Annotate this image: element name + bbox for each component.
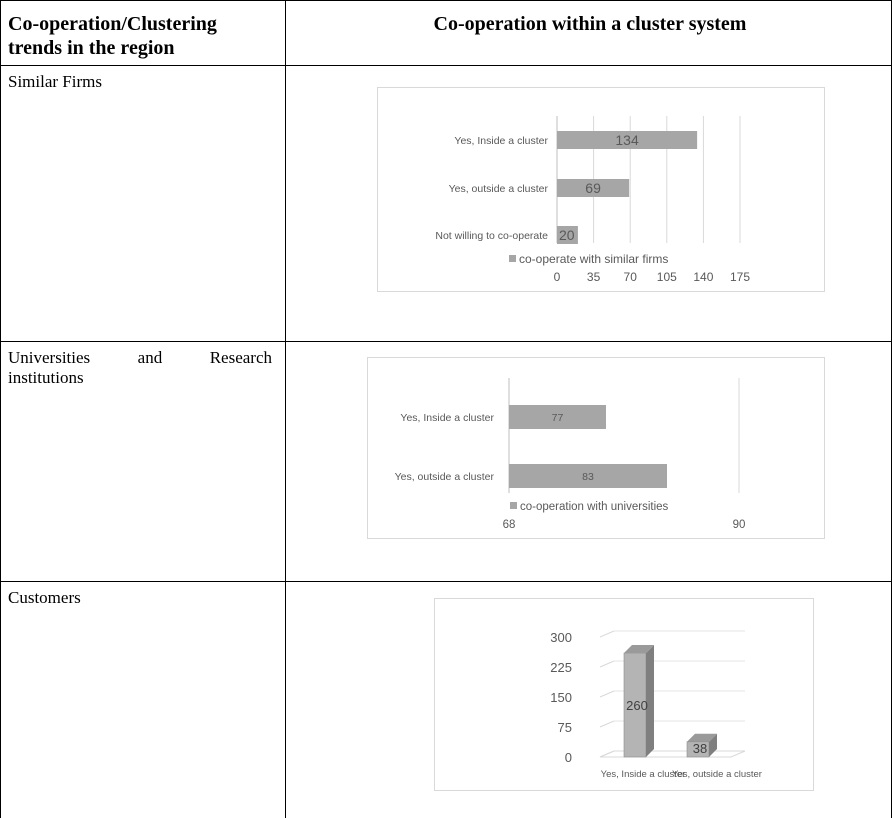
chart3-tick-label: 150 xyxy=(550,690,572,705)
chart1-tick-label: 175 xyxy=(730,270,750,284)
chart3-gridline xyxy=(599,690,615,698)
chart1-legend-swatch xyxy=(509,255,516,262)
chart2-legend-swatch xyxy=(510,502,517,509)
chart3-tick-label: 225 xyxy=(550,660,572,675)
chart3-category-label: Yes, Inside a cluster xyxy=(601,769,686,780)
chart3-gridline xyxy=(599,660,615,668)
chart2-tick-label: 90 xyxy=(733,519,746,531)
chart1-category-label: Yes, Inside a cluster xyxy=(454,135,548,147)
chart3-bar-side xyxy=(709,733,717,757)
chart3-gridline xyxy=(599,630,615,638)
header-left-line1: Co-operation/Clustering xyxy=(8,13,217,35)
chart2-category-label: Yes, outside a cluster xyxy=(395,471,495,483)
chart-similar-firms: Yes, Inside a cluster 134 Yes, outside a c… xyxy=(377,87,825,292)
chart3-category-label: Yes, outside a cluster xyxy=(672,769,762,780)
chart2-tick-label: 68 xyxy=(503,519,516,531)
chart1-tick-label: 105 xyxy=(657,270,677,284)
chart3-bar-side xyxy=(646,645,654,757)
chart3-bar-top xyxy=(687,733,717,742)
table-divider-row1 xyxy=(0,341,892,342)
chart1-bar xyxy=(557,226,578,244)
header-left: Co-operation/Clustering trends in the re… xyxy=(8,12,270,60)
chart1-tick-label: 0 xyxy=(554,270,561,284)
chart3-floor xyxy=(599,750,746,758)
chart3-tick-label: 300 xyxy=(550,630,572,645)
chart-similar-firms-svg: Yes, Inside a cluster 134 Yes, outside a c… xyxy=(435,116,750,284)
chart1-bar xyxy=(557,179,630,197)
header-right: Co-operation within a cluster system xyxy=(433,13,747,35)
chart3-data-label: 38 xyxy=(693,741,707,756)
chart-universities-svg: Yes, Inside a cluster 77 Yes, outside a cl… xyxy=(395,378,746,531)
chart-customers: 0 75 150 225 300 260 Yes, Inside a cluster 38 Ye… xyxy=(434,598,814,791)
chart1-tick-label: 140 xyxy=(693,270,713,284)
chart3-data-label: 260 xyxy=(626,698,648,713)
row-label-universities: Universities and Research institutions xyxy=(8,348,272,388)
row-label-similar-firms: Similar Firms xyxy=(8,72,102,91)
chart1-bar xyxy=(557,131,698,149)
row-label-universities-line2: institutions xyxy=(8,368,84,387)
chart1-category-label: Not willing to co-operate xyxy=(435,230,548,242)
table-border-left xyxy=(0,0,1,818)
chart3-tick-label: 75 xyxy=(558,720,572,735)
chart1-data-label: 134 xyxy=(615,132,639,148)
table-divider-column xyxy=(285,0,286,818)
row-label-universities-line1: Universities and Research xyxy=(8,348,272,367)
chart2-legend-label: co-operation with universities xyxy=(520,501,669,513)
chart2-data-label: 77 xyxy=(552,412,564,424)
table-divider-header xyxy=(0,65,892,66)
chart1-tick-label: 35 xyxy=(587,270,601,284)
chart2-category-label: Yes, Inside a cluster xyxy=(400,412,494,424)
chart2-bar xyxy=(509,464,667,488)
chart1-category-label: Yes, outside a cluster xyxy=(449,183,549,195)
chart1-tick-label: 70 xyxy=(624,270,638,284)
table-divider-row2 xyxy=(0,581,892,582)
chart1-legend-label: co-operate with similar firms xyxy=(519,252,668,266)
table-border-top xyxy=(0,0,892,1)
chart3-bar-top xyxy=(624,645,654,653)
chart1-data-label: 20 xyxy=(559,227,575,243)
row-label-customers: Customers xyxy=(8,588,81,607)
chart2-data-label: 83 xyxy=(582,471,594,483)
chart-customers-svg: 0 75 150 225 300 260 Yes, Inside a cluster 38 Ye… xyxy=(550,630,762,780)
chart2-bar xyxy=(509,405,606,429)
header-left-line2: trends in the region xyxy=(8,37,175,59)
chart-universities: Yes, Inside a cluster 77 Yes, outside a cl… xyxy=(367,357,825,539)
chart3-tick-label: 0 xyxy=(565,750,572,765)
chart3-gridline xyxy=(599,720,615,728)
chart1-data-label: 69 xyxy=(585,180,601,196)
